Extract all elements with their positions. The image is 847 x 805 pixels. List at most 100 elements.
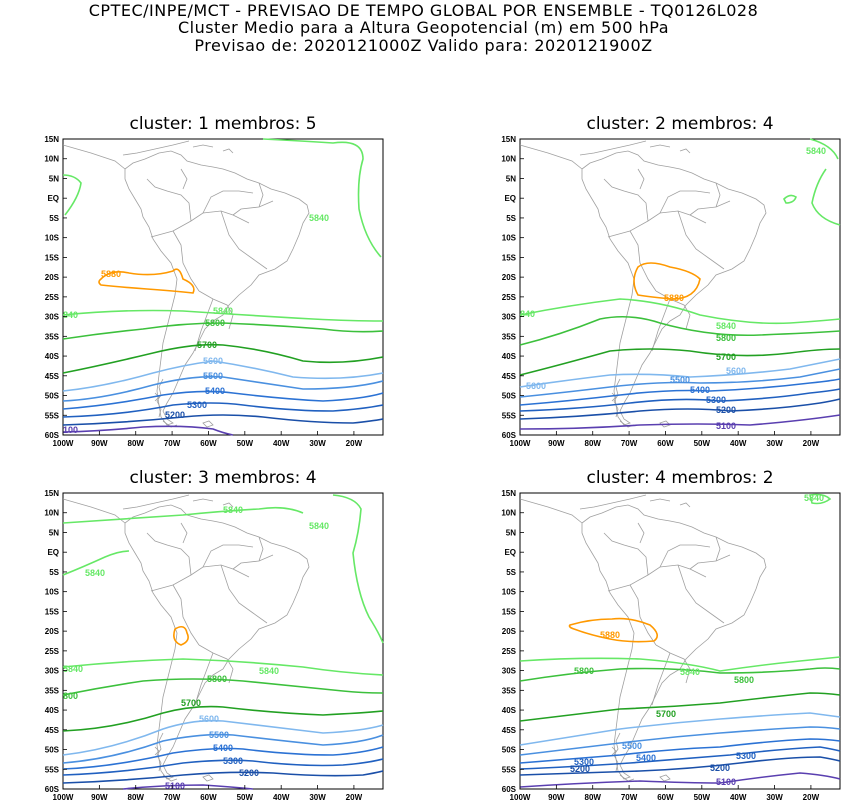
contour-5840 xyxy=(262,138,382,258)
lat-tick-label: 35S xyxy=(45,332,60,341)
lon-tick-label: 40W xyxy=(273,793,290,802)
lat-tick-label: 15S xyxy=(45,253,60,262)
contour-5880 xyxy=(568,617,658,643)
lat-tick-label: 15N xyxy=(501,489,516,498)
lon-tick-label: 80W xyxy=(128,793,145,802)
lon-tick-label: 30W xyxy=(766,793,783,802)
lon-tick-label: 90W xyxy=(91,793,108,802)
lon-tick-label: 100W xyxy=(510,439,531,448)
contour-label-5300: 5300 xyxy=(223,756,243,766)
lon-tick-label: 100W xyxy=(53,439,74,448)
map-frame xyxy=(62,492,384,790)
lat-tick-label: 55S xyxy=(502,411,517,420)
contour-5840 xyxy=(519,656,841,672)
contour-5880 xyxy=(633,262,701,300)
contour-5880 xyxy=(173,625,189,646)
contour-5300 xyxy=(62,758,384,776)
contour-5300 xyxy=(519,388,841,412)
contour-5300 xyxy=(519,746,841,770)
lat-tick-label: 25S xyxy=(45,647,60,656)
panel-title-cluster-2: cluster: 2 membros: 4 xyxy=(586,114,774,134)
contour-5300 xyxy=(62,402,384,418)
contour-5200 xyxy=(62,770,384,784)
axis-labels: 15N 10N 5N EQ 5S 10S 15S 20S 25S 30S 35S 40S 45S 50S 5… xyxy=(44,135,363,448)
panel-title-cluster-3: cluster: 3 membros: 4 xyxy=(129,468,317,488)
contour-5700 xyxy=(62,343,384,374)
lon-tick-label: 40W xyxy=(730,793,747,802)
header-title-line3: Previsao de: 2020121000Z Valido para: 20… xyxy=(194,36,653,55)
contour-label-5800: 5800 xyxy=(207,674,227,684)
contour-5840 xyxy=(62,309,384,322)
contour-5840 xyxy=(62,174,82,216)
lon-tick-label: 50W xyxy=(237,793,254,802)
contour-5200 xyxy=(62,414,384,426)
lat-tick-label: 30S xyxy=(45,667,60,676)
contour-label-5840: 5840 xyxy=(309,213,329,223)
contour-5840 xyxy=(809,493,832,505)
lat-tick-label: 60S xyxy=(502,431,517,440)
contour-label-5100: 5100 xyxy=(716,777,736,787)
contour-label-5100: 5100 xyxy=(716,421,736,431)
contour-label-5840: 5840 xyxy=(806,146,826,156)
contour-label-5700: 5700 xyxy=(656,709,676,719)
lat-tick-label: 5S xyxy=(49,214,59,223)
lat-tick-label: 30S xyxy=(502,667,517,676)
contour-label-5840: 5840 xyxy=(804,493,824,503)
contour-5500 xyxy=(519,726,841,756)
lat-tick-label: 15N xyxy=(44,135,59,144)
contour-label-5600: 5600 xyxy=(726,366,746,376)
lon-tick-label: 100W xyxy=(53,793,74,802)
contour-5800 xyxy=(519,315,841,346)
lon-tick-label: 30W xyxy=(309,439,326,448)
lon-tick-label: 40W xyxy=(273,439,290,448)
contour-5840 xyxy=(62,658,384,676)
contour-label-5840: 5840 xyxy=(259,666,279,676)
contour-5500 xyxy=(519,368,841,398)
lat-tick-label: 50S xyxy=(45,392,60,401)
lat-tick-label: 60S xyxy=(45,431,60,440)
lon-tick-label: 80W xyxy=(585,439,602,448)
lat-tick-label: 40S xyxy=(45,352,60,361)
lat-tick-label: 15N xyxy=(501,135,516,144)
lat-tick-label: 10S xyxy=(502,588,517,597)
contour-label-5800: 5800 xyxy=(205,318,225,328)
contour-5880 xyxy=(98,268,195,294)
lat-tick-label: 45S xyxy=(45,726,60,735)
lon-tick-label: 60W xyxy=(657,439,674,448)
header-title-line2: Cluster Medio para a Altura Geopotencial… xyxy=(177,18,670,37)
contour-label-5600: 5600 xyxy=(526,381,546,391)
lat-tick-label: EQ xyxy=(47,194,59,203)
lat-tick-label: 10S xyxy=(502,234,517,243)
lat-tick-label: EQ xyxy=(47,548,59,557)
lon-tick-label: 20W xyxy=(346,439,363,448)
contour-label-5500: 5500 xyxy=(203,371,223,381)
contour-label-5840: 840 xyxy=(63,310,78,320)
map-panel-cluster-1: 5880 5840 5840 840 5800 5700 5600 5500 5… xyxy=(62,138,384,436)
contour-label-5400: 5400 xyxy=(205,386,225,396)
contour-5700 xyxy=(519,348,841,376)
contour-label-5840: 5840 xyxy=(309,521,329,531)
lat-tick-label: EQ xyxy=(504,548,516,557)
contour-label-5840: 5840 xyxy=(716,321,736,331)
contour-5840 xyxy=(62,506,304,524)
contour-5100 xyxy=(122,784,254,790)
lon-tick-label: 20W xyxy=(803,439,820,448)
contour-label-5200: 5200 xyxy=(570,764,590,774)
contour-5200 xyxy=(519,756,841,776)
header-title-line1: CPTEC/INPE/MCT - PREVISAO DE TEMPO GLOBA… xyxy=(88,1,759,20)
lat-tick-label: 20S xyxy=(45,627,60,636)
contour-5800 xyxy=(519,667,841,682)
contour-label-5300: 5300 xyxy=(736,751,756,761)
lat-tick-label: 5N xyxy=(506,174,516,183)
contour-label-5840: 840 xyxy=(520,309,535,319)
axis-labels: 15N 10N 5N EQ 5S 10S 15S 20S 25S 30S 35S 40S 45S 50S 5… xyxy=(501,489,819,802)
lon-tick-label: 70W xyxy=(164,439,181,448)
contour-5100 xyxy=(519,772,841,788)
contour-5700 xyxy=(519,692,841,722)
contour-label-5700: 5700 xyxy=(716,352,736,362)
lat-tick-label: 60S xyxy=(502,785,517,794)
lon-tick-label: 70W xyxy=(621,439,638,448)
lat-tick-label: 10N xyxy=(501,155,516,164)
lon-tick-label: 40W xyxy=(730,439,747,448)
lat-tick-label: 45S xyxy=(502,726,517,735)
